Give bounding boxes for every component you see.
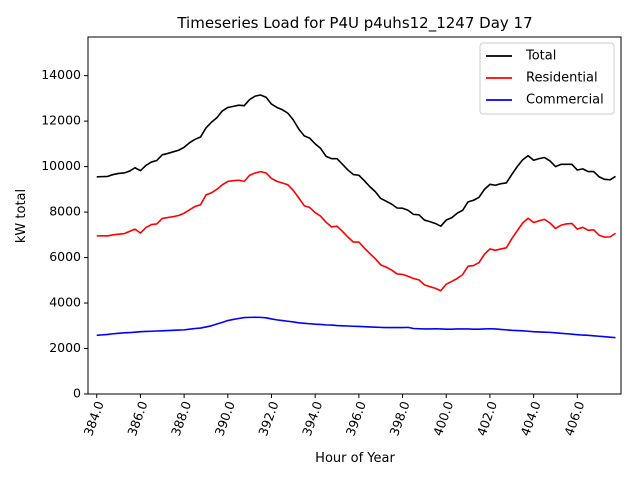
series-line-residential (96, 170, 616, 292)
series-line-total (96, 94, 616, 227)
legend-box (479, 42, 615, 115)
legend-label-total: Total (525, 49, 556, 64)
series-layer (96, 94, 616, 339)
y-axis-label: kW total (14, 189, 29, 243)
y-tick-label: 14000 (41, 67, 81, 82)
y-tick-label: 6000 (49, 249, 81, 264)
y-tick-label: 0 (73, 386, 81, 401)
legend: Total Residential Commercial (479, 42, 615, 115)
legend-label-commercial: Commercial (526, 93, 604, 108)
y-tick-label: 10000 (41, 158, 81, 173)
chart-title: Timeseries Load for P4U p4uhs12_1247 Day… (176, 14, 532, 33)
y-tick-label: 8000 (49, 204, 81, 219)
legend-label-residential: Residential (526, 71, 598, 86)
y-tick-label: 12000 (41, 113, 81, 128)
y-tick-label: 2000 (49, 340, 81, 355)
series-line-commercial (96, 316, 616, 339)
y-tick-label: 4000 (49, 295, 81, 310)
plot-frame (87, 36, 622, 395)
x-axis-label: Hour of Year (315, 451, 395, 466)
